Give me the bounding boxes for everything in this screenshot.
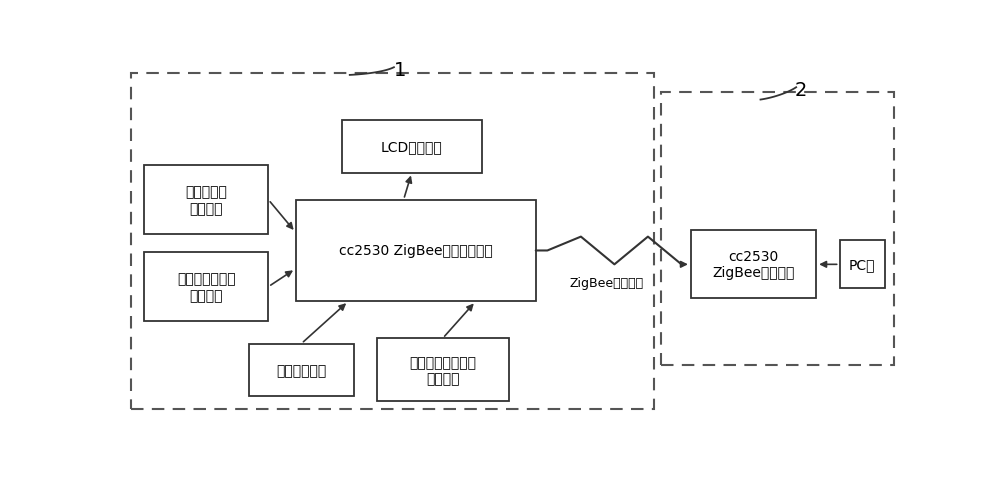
Bar [144,166,268,235]
Bar [377,338,509,402]
Bar [342,121,482,173]
Text: 1: 1 [394,60,406,79]
Text: ZigBee无线通信: ZigBee无线通信 [570,277,644,290]
Bar [296,200,536,302]
Bar [691,231,816,299]
Bar [144,253,268,322]
Text: 2: 2 [795,81,807,100]
Text: PC机: PC机 [849,258,875,272]
Bar [249,344,354,396]
Text: cc2530 ZigBee控制核心模块: cc2530 ZigBee控制核心模块 [339,244,492,258]
Text: LCD显示模块: LCD显示模块 [381,140,443,154]
Text: 电源电路模块: 电源电路模块 [276,363,326,377]
Bar [661,92,894,365]
Text: 压力应变片传感器
电路模块: 压力应变片传感器 电路模块 [409,355,476,385]
Text: cc2530
ZigBee接收模块: cc2530 ZigBee接收模块 [712,250,795,280]
Bar [840,241,885,288]
Bar [131,74,654,409]
Text: 温度传感器
电路模块: 温度传感器 电路模块 [185,185,227,215]
Text: 光照强度传感器
电路模块: 光照强度传感器 电路模块 [177,272,236,302]
